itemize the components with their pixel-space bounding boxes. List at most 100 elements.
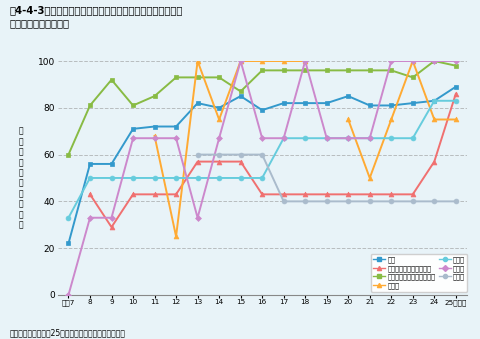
海域 <box>301 101 307 105</box>
瀬戸内海（大阪湾を除く） <box>345 68 350 73</box>
伊勢湾（三河湾を含む） <box>323 192 329 196</box>
伊勢湾（三河湾を含む） <box>87 192 93 196</box>
大阪湾 <box>345 136 350 140</box>
八代海 <box>151 134 157 138</box>
瀬戸内海（大阪湾を除く） <box>301 68 307 73</box>
伊勢湾（三河湾を含む） <box>237 160 243 164</box>
東京湾 <box>452 99 458 103</box>
海域 <box>259 108 264 112</box>
東京湾 <box>65 216 71 220</box>
伊勢湾（三河湾を含む） <box>387 192 393 196</box>
有明海 <box>431 199 436 203</box>
瀬戸内海（大阪湾を除く） <box>216 75 222 79</box>
東京湾 <box>173 176 179 180</box>
大阪湾 <box>409 59 415 63</box>
海域 <box>345 94 350 98</box>
瀬戸内海（大阪湾を除く） <box>173 75 179 79</box>
瀬戸内海（大阪湾を除く） <box>151 94 157 98</box>
大阪湾 <box>151 136 157 140</box>
東京湾 <box>237 176 243 180</box>
八代海 <box>301 59 307 63</box>
伊勢湾（三河湾を含む） <box>280 192 286 196</box>
海域 <box>216 106 222 110</box>
大阪湾 <box>431 59 436 63</box>
瀬戸内海（大阪湾を除く） <box>280 68 286 73</box>
東京湾 <box>431 99 436 103</box>
海域 <box>387 103 393 107</box>
瀬戸内海（大阪湾を除く） <box>431 59 436 63</box>
有明海 <box>366 199 372 203</box>
大阪湾 <box>130 136 136 140</box>
大阪湾 <box>216 136 222 140</box>
伊勢湾（三河湾を含む） <box>409 192 415 196</box>
瀬戸内海（大阪湾を除く） <box>387 68 393 73</box>
Line: 瀬戸内海（大阪湾を除く）: 瀬戸内海（大阪湾を除く） <box>66 59 457 157</box>
海域 <box>366 103 372 107</box>
有明海 <box>452 199 458 203</box>
伊勢湾（三河湾を含む） <box>431 160 436 164</box>
東京湾 <box>151 176 157 180</box>
海域 <box>237 94 243 98</box>
海域 <box>194 101 200 105</box>
大阪湾 <box>366 136 372 140</box>
東京湾 <box>216 176 222 180</box>
東京湾 <box>409 136 415 140</box>
東京湾 <box>366 136 372 140</box>
伊勢湾（三河湾を含む） <box>345 192 350 196</box>
海域 <box>173 124 179 128</box>
大阪湾 <box>237 59 243 63</box>
海域 <box>323 101 329 105</box>
東京湾 <box>301 136 307 140</box>
伊勢湾（三河湾を含む） <box>259 192 264 196</box>
海域 <box>151 124 157 128</box>
瀬戸内海（大阪湾を除く） <box>409 75 415 79</box>
瀬戸内海（大阪湾を除く） <box>323 68 329 73</box>
八代海 <box>237 59 243 63</box>
東京湾 <box>280 136 286 140</box>
有明海 <box>387 199 393 203</box>
Line: 伊勢湾（三河湾を含む）: 伊勢湾（三河湾を含む） <box>87 91 457 230</box>
海域 <box>409 101 415 105</box>
有明海 <box>409 199 415 203</box>
瀬戸内海（大阪湾を除く） <box>366 68 372 73</box>
有明海 <box>216 153 222 157</box>
Text: 資料：環境省「平成25年度公共用水域水質測定結果」: 資料：環境省「平成25年度公共用水域水質測定結果」 <box>10 328 125 337</box>
海域 <box>280 101 286 105</box>
Text: 移（全窒素・全りん）: 移（全窒素・全りん） <box>10 19 70 28</box>
伊勢湾（三河湾を含む） <box>151 192 157 196</box>
大阪湾 <box>65 293 71 297</box>
大阪湾 <box>173 136 179 140</box>
有明海 <box>301 199 307 203</box>
瀬戸内海（大阪湾を除く） <box>130 103 136 107</box>
八代海 <box>194 59 200 63</box>
有明海 <box>280 199 286 203</box>
Text: 環
境
基
準
達
成
率
（
％
）: 環 境 基 準 達 成 率 （ ％ ） <box>19 127 23 229</box>
伊勢湾（三河湾を含む） <box>130 192 136 196</box>
海域 <box>87 162 93 166</box>
Text: 図4-4-3　広域的な閉鎖性海域における環境基準達成率の推: 図4-4-3 広域的な閉鎖性海域における環境基準達成率の推 <box>10 5 182 15</box>
伊勢湾（三河湾を含む） <box>108 225 114 229</box>
東京湾 <box>194 176 200 180</box>
東京湾 <box>345 136 350 140</box>
東京湾 <box>259 176 264 180</box>
瀬戸内海（大阪湾を除く） <box>108 78 114 82</box>
伊勢湾（三河湾を含む） <box>301 192 307 196</box>
大阪湾 <box>387 59 393 63</box>
有明海 <box>345 199 350 203</box>
大阪湾 <box>452 59 458 63</box>
Line: 大阪湾: 大阪湾 <box>66 59 457 297</box>
Line: 有明海: 有明海 <box>195 152 457 204</box>
大阪湾 <box>87 216 93 220</box>
海域 <box>431 99 436 103</box>
八代海 <box>173 235 179 239</box>
Line: 海域: 海域 <box>66 84 457 246</box>
Line: 八代海: 八代海 <box>152 59 307 239</box>
八代海 <box>216 118 222 122</box>
瀬戸内海（大阪湾を除く） <box>194 75 200 79</box>
海域 <box>108 162 114 166</box>
大阪湾 <box>259 136 264 140</box>
Legend: 海域, 伊勢湾（三河湾を含む）, 瀬戸内海（大阪湾を除く）, 八代海, 東京湾, 大阪湾, 有明海: 海域, 伊勢湾（三河湾を含む）, 瀬戸内海（大阪湾を除く）, 八代海, 東京湾,… <box>370 254 467 292</box>
八代海 <box>259 59 264 63</box>
東京湾 <box>323 136 329 140</box>
有明海 <box>259 153 264 157</box>
